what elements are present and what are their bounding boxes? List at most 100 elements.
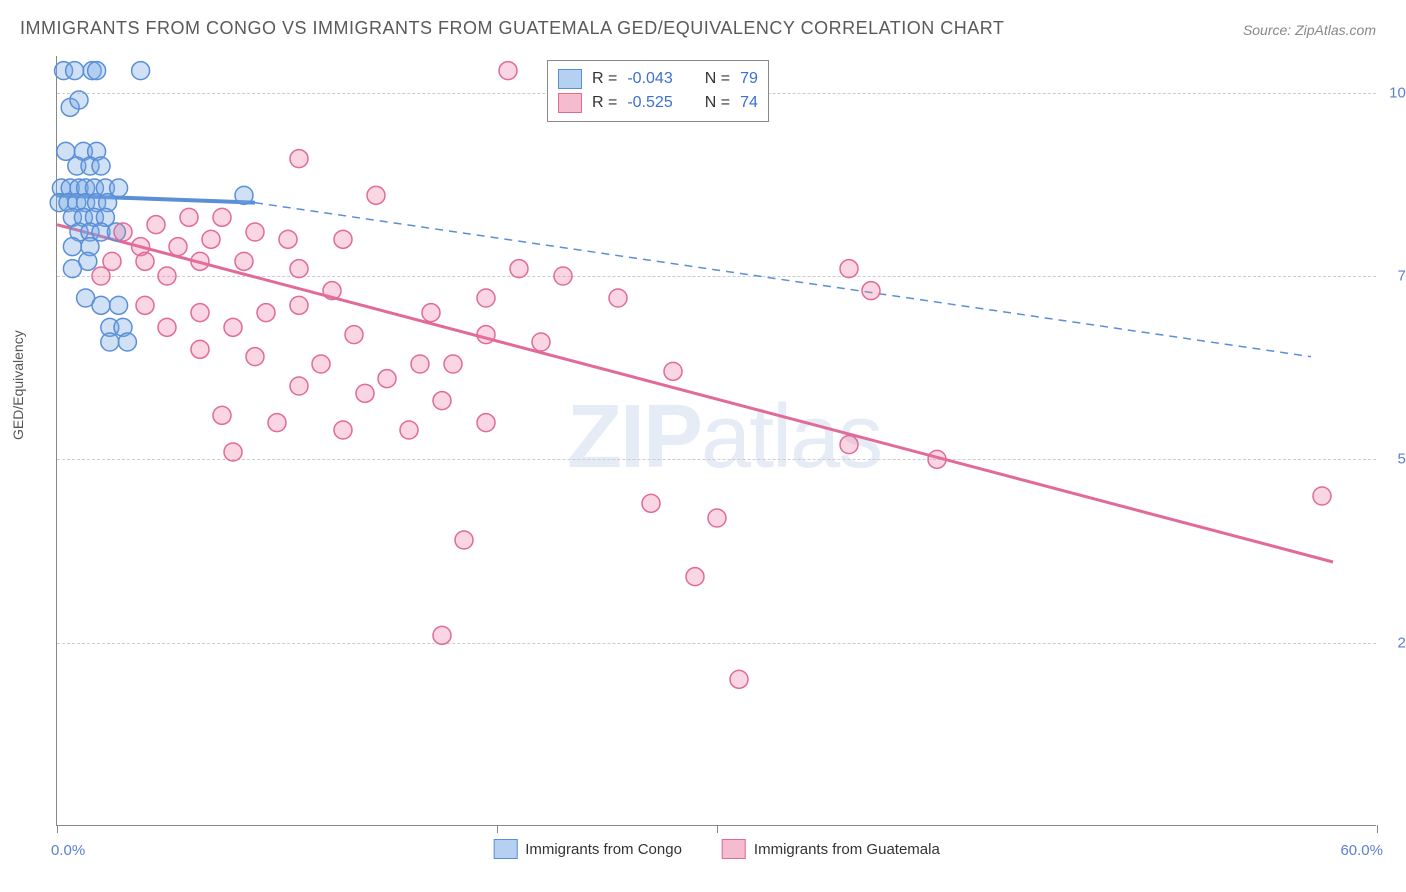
r-label: R = — [592, 70, 617, 88]
data-point — [235, 186, 253, 204]
legend-series: Immigrants from Congo Immigrants from Gu… — [493, 839, 940, 859]
x-tick-label: 60.0% — [1340, 842, 1383, 859]
data-point — [356, 384, 374, 402]
data-point — [708, 509, 726, 527]
data-point — [367, 186, 385, 204]
swatch-guatemala — [558, 93, 582, 113]
trendline-dashed — [255, 203, 1311, 357]
n-value-congo: 79 — [740, 70, 758, 88]
data-point — [235, 252, 253, 270]
y-tick-label: 25.0% — [1397, 634, 1406, 651]
data-point — [477, 414, 495, 432]
data-point — [378, 370, 396, 388]
data-point — [92, 296, 110, 314]
data-point — [101, 333, 119, 351]
data-point — [334, 421, 352, 439]
data-point — [510, 260, 528, 278]
data-point — [290, 150, 308, 168]
data-point — [433, 392, 451, 410]
data-point — [928, 450, 946, 468]
data-point — [88, 62, 106, 80]
data-point — [92, 157, 110, 175]
n-label: N = — [705, 70, 730, 88]
y-axis-label: GED/Equivalency — [10, 330, 26, 440]
r-value-congo: -0.043 — [627, 70, 672, 88]
data-point — [290, 377, 308, 395]
y-tick-label: 50.0% — [1397, 451, 1406, 468]
data-point — [433, 626, 451, 644]
data-point — [118, 333, 136, 351]
data-point — [268, 414, 286, 432]
data-point — [132, 62, 150, 80]
data-point — [92, 267, 110, 285]
x-tick — [717, 825, 718, 833]
data-point — [202, 230, 220, 248]
data-point — [532, 333, 550, 351]
data-point — [136, 252, 154, 270]
data-point — [79, 252, 97, 270]
legend-label-guatemala: Immigrants from Guatemala — [754, 841, 940, 858]
data-point — [334, 230, 352, 248]
data-point — [840, 436, 858, 454]
data-point — [66, 62, 84, 80]
data-point — [158, 318, 176, 336]
data-point — [180, 208, 198, 226]
data-point — [609, 289, 627, 307]
data-point — [345, 326, 363, 344]
data-point — [664, 362, 682, 380]
legend-label-congo: Immigrants from Congo — [525, 841, 682, 858]
chart-title: IMMIGRANTS FROM CONGO VS IMMIGRANTS FROM… — [20, 18, 1004, 39]
data-point — [730, 670, 748, 688]
data-point — [191, 304, 209, 322]
data-point — [191, 252, 209, 270]
data-point — [147, 216, 165, 234]
plot-area: ZIPatlas 25.0%50.0%75.0%100.0% R = -0.04… — [56, 56, 1376, 826]
data-point — [110, 296, 128, 314]
r-label: R = — [592, 94, 617, 112]
data-point — [499, 62, 517, 80]
x-tick — [57, 825, 58, 833]
legend-row-congo: R = -0.043 N = 79 — [558, 67, 758, 91]
r-value-guatemala: -0.525 — [627, 94, 672, 112]
data-point — [840, 260, 858, 278]
y-tick-label: 75.0% — [1397, 268, 1406, 285]
data-point — [213, 406, 231, 424]
y-tick-label: 100.0% — [1389, 84, 1406, 101]
data-point — [477, 289, 495, 307]
data-point — [323, 282, 341, 300]
source-attribution: Source: ZipAtlas.com — [1243, 22, 1376, 38]
data-point — [422, 304, 440, 322]
x-tick — [1377, 825, 1378, 833]
data-point — [642, 494, 660, 512]
data-point — [400, 421, 418, 439]
data-point — [63, 238, 81, 256]
data-point — [554, 267, 572, 285]
data-point — [114, 223, 132, 241]
data-point — [246, 223, 264, 241]
data-point — [224, 443, 242, 461]
n-value-guatemala: 74 — [740, 94, 758, 112]
data-point — [290, 296, 308, 314]
data-point — [191, 340, 209, 358]
data-point — [279, 230, 297, 248]
data-point — [1313, 487, 1331, 505]
x-tick — [497, 825, 498, 833]
data-point — [257, 304, 275, 322]
trendline-solid — [57, 225, 1333, 562]
data-point — [455, 531, 473, 549]
legend-item-congo: Immigrants from Congo — [493, 839, 682, 859]
data-point — [686, 568, 704, 586]
data-point — [411, 355, 429, 373]
data-point — [213, 208, 231, 226]
data-point — [444, 355, 462, 373]
chart-svg — [57, 56, 1376, 825]
swatch-congo — [493, 839, 517, 859]
data-point — [312, 355, 330, 373]
x-tick-label: 0.0% — [51, 842, 85, 859]
swatch-congo — [558, 69, 582, 89]
legend-item-guatemala: Immigrants from Guatemala — [722, 839, 940, 859]
data-point — [169, 238, 187, 256]
data-point — [477, 326, 495, 344]
data-point — [70, 91, 88, 109]
n-label: N = — [705, 94, 730, 112]
